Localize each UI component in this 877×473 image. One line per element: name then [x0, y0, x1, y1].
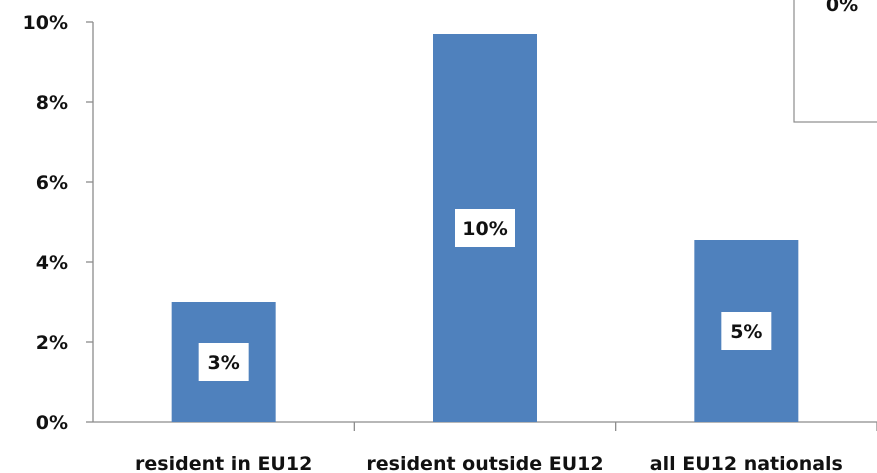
y-tick-label: 8%	[36, 92, 68, 114]
y-tick-label: 6%	[36, 172, 68, 194]
y-tick-label: 4%	[36, 252, 68, 274]
x-category-label: resident outside EU12	[366, 453, 603, 473]
axes: 0% 2% 4% 6% 8% 10% resident in EU12 resident ou…	[23, 12, 877, 473]
data-label-box	[455, 209, 515, 247]
data-label: 3%	[208, 352, 240, 374]
data-label: 5%	[730, 321, 762, 343]
data-labels: 3% 10% 5%	[198, 209, 772, 381]
data-label-box	[198, 343, 249, 381]
y-tick-label: 2%	[36, 332, 68, 354]
inset-label: 0%	[826, 0, 858, 16]
x-category-label: resident in EU12	[135, 453, 312, 473]
x-category-label: all EU12 nationals	[650, 453, 843, 473]
data-label: 10%	[462, 218, 507, 240]
data-label-box	[721, 312, 772, 350]
y-tick-label: 10%	[23, 12, 68, 34]
inset-chart-fragment: 0%	[793, 0, 877, 123]
inset-frame	[793, 0, 877, 123]
y-tick-label: 0%	[36, 412, 68, 434]
